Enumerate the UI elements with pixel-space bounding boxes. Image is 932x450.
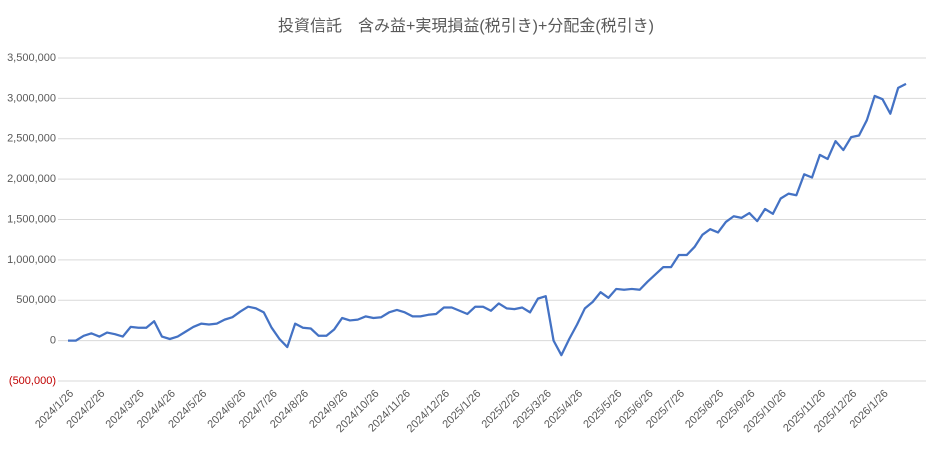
y-tick-label: 3,500,000: [7, 52, 56, 64]
series-line: [68, 82, 907, 357]
y-tick-label: (500,000): [9, 375, 56, 387]
y-tick-label: 500,000: [16, 294, 56, 306]
y-tick-label: 2,500,000: [7, 133, 56, 145]
y-tick-label: 0: [50, 335, 56, 347]
chart-title: 投資信託 含み益+実現損益(税引き)+分配金(税引き): [278, 17, 654, 35]
y-tick-label: 2,000,000: [7, 173, 56, 185]
y-tick-label: 1,500,000: [7, 213, 56, 225]
y-tick-label: 3,000,000: [7, 92, 56, 104]
y-tick-label: 1,000,000: [7, 254, 56, 266]
